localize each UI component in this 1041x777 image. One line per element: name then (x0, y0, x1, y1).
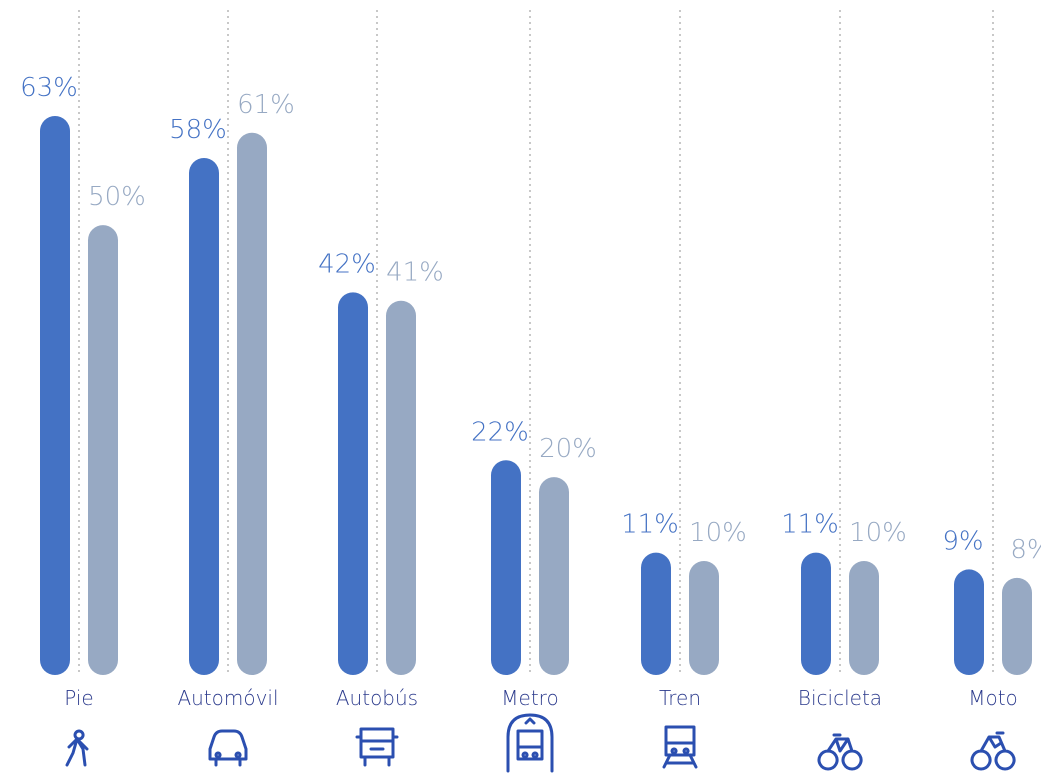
bar (1002, 577, 1032, 675)
bar (491, 460, 521, 675)
value-label: 9% (942, 526, 983, 556)
bar (539, 477, 569, 675)
value-label: 11% (781, 510, 839, 540)
category-icon (970, 731, 1016, 771)
value-label: 41% (386, 258, 444, 288)
icon-shape (208, 729, 248, 767)
category-label: Tren (659, 686, 701, 710)
category-label: Pie (64, 686, 93, 710)
bar (88, 225, 118, 675)
value-label: 10% (849, 518, 907, 548)
value-label: 8% (1010, 535, 1041, 565)
icon-shape (817, 733, 863, 771)
category-label: Moto (968, 686, 1018, 710)
icon-shape (970, 731, 1016, 771)
bar (849, 561, 879, 675)
value-label: 20% (539, 434, 597, 464)
category-label: Metro (501, 686, 558, 710)
value-label: 63% (20, 73, 78, 103)
category-label: Bicicleta (798, 686, 882, 710)
category-label: Automóvil (177, 686, 278, 710)
bar (801, 552, 831, 675)
bar (237, 132, 267, 676)
bar (641, 552, 671, 675)
value-label: 42% (318, 249, 376, 279)
bar (338, 292, 368, 675)
category-icon (355, 727, 399, 767)
icon-shape (662, 725, 698, 769)
value-label: 22% (471, 417, 529, 447)
category-icon (208, 729, 248, 767)
bar (40, 116, 70, 675)
value-label: 11% (621, 510, 679, 540)
value-label: 61% (237, 90, 295, 120)
bar (954, 569, 984, 675)
category-icon (817, 733, 863, 771)
icon-shape (506, 713, 554, 773)
category-label: Autobús (336, 686, 418, 710)
icon-shape (355, 727, 399, 767)
icon-shape (65, 729, 89, 767)
category-icon (65, 729, 89, 767)
category-icon (506, 713, 554, 773)
value-label: 50% (88, 182, 146, 212)
bar (386, 300, 416, 675)
bar (689, 561, 719, 675)
value-label: 58% (169, 115, 227, 145)
bar (189, 157, 219, 675)
category-icon (662, 725, 698, 769)
value-label: 10% (689, 518, 747, 548)
